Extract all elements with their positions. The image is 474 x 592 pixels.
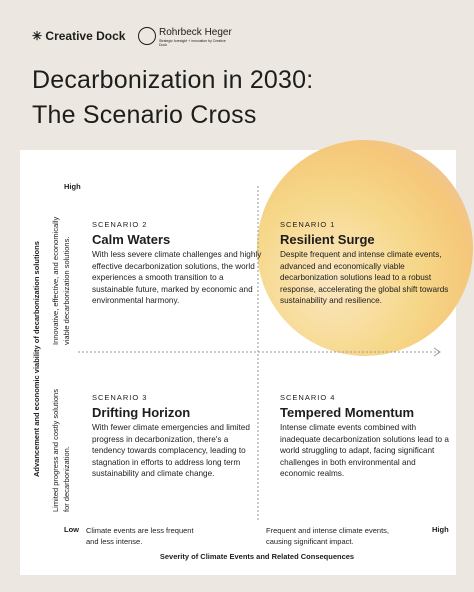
logo-icon: ✳ [32, 29, 43, 43]
axis-description: Frequent and intense climate events, cau… [266, 526, 389, 546]
scenario-description: With less severe climate challenges and … [92, 250, 262, 305]
scenario-description: Despite frequent and intense climate eve… [280, 250, 449, 305]
axis-description: Innovative, effective, and economically … [51, 216, 71, 345]
axis-label: High [432, 525, 449, 534]
highlight-circle [257, 140, 473, 356]
quadrant: SCENARIO 2 Calm Waters With less severe … [92, 220, 262, 307]
logo-text: Rohrbeck Heger [159, 27, 232, 38]
scenario-label: SCENARIO 2 [92, 220, 148, 229]
scenario-description: Intense climate events combined with ina… [280, 423, 449, 478]
scenario-title: Resilient Surge [280, 232, 375, 247]
scenario-label: SCENARIO 4 [280, 393, 336, 402]
logo-creative-dock: ✳ Creative Dock [32, 29, 125, 43]
scenario-title: Tempered Momentum [280, 405, 415, 420]
axis-arrow [433, 347, 441, 357]
quadrant: SCENARIO 4 Tempered Momentum Intense cli… [280, 393, 450, 480]
logo-text: Creative Dock [45, 29, 126, 43]
axis-label: Low [64, 525, 79, 534]
scenario-label: SCENARIO 3 [92, 393, 148, 402]
scenario-title: Calm Waters [92, 232, 171, 247]
quadrant: SCENARIO 1 Resilient Surge Despite frequ… [280, 220, 450, 307]
scenario-title: Drifting Horizon [92, 405, 191, 420]
logo-icon [138, 27, 156, 45]
scenario-label: SCENARIO 1 [280, 220, 336, 229]
title: Decarbonization in 2030: [32, 66, 314, 94]
title: The Scenario Cross [32, 101, 257, 129]
axis-title: Advancement and economic viability of de… [32, 241, 41, 477]
axis-title: Severity of Climate Events and Related C… [159, 552, 355, 561]
scenario-description: With fewer climate emergencies and limit… [92, 423, 250, 478]
axis-description: Limited progress and costly solutions fo… [51, 389, 71, 512]
axis-description: Climate events are less frequent and les… [86, 526, 194, 546]
quadrant: SCENARIO 3 Drifting Horizon With fewer c… [92, 393, 262, 480]
logo-subtext: Strategic foresight + innovation by Crea… [159, 39, 226, 47]
axis-label: High [64, 182, 81, 191]
